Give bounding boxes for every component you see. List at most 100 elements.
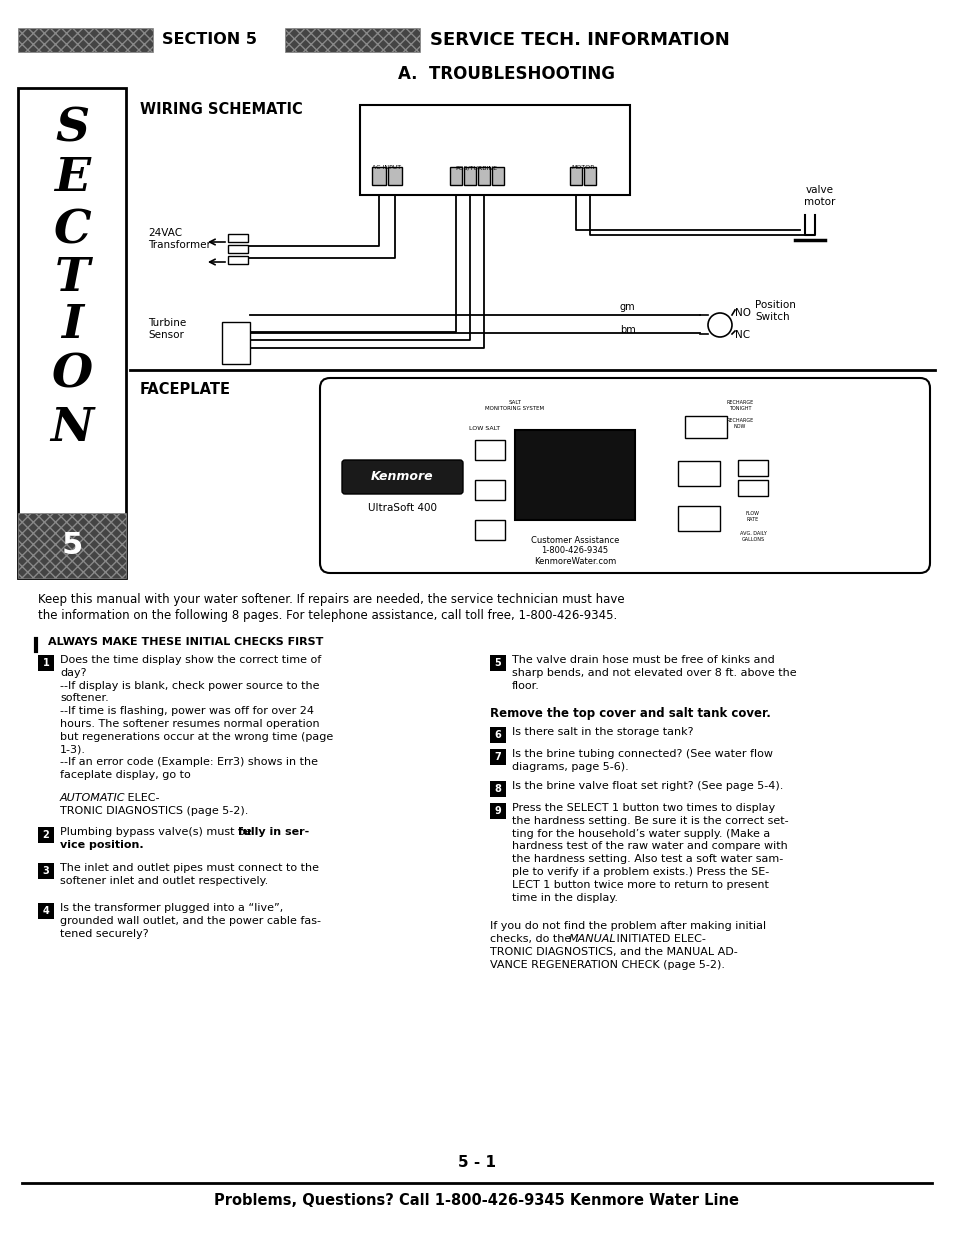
Text: Is there salt in the storage tank?: Is there salt in the storage tank? xyxy=(512,727,693,737)
Text: SERVICE TECH. INFORMATION: SERVICE TECH. INFORMATION xyxy=(430,31,729,49)
Text: Remove the top cover and salt tank cover.: Remove the top cover and salt tank cover… xyxy=(490,706,770,720)
Text: Keep this manual with your water softener. If repairs are needed, the service te: Keep this manual with your water softene… xyxy=(38,593,624,606)
Text: ALWAYS MAKE THESE INITIAL CHECKS FIRST: ALWAYS MAKE THESE INITIAL CHECKS FIRST xyxy=(48,637,323,647)
Bar xyxy=(388,167,401,185)
Text: A.  TROUBLESHOOTING: A. TROUBLESHOOTING xyxy=(398,65,615,83)
Text: E: E xyxy=(54,156,90,201)
Text: SELECT
2: SELECT 2 xyxy=(688,511,708,522)
Text: TANK
LIGHT: TANK LIGHT xyxy=(482,524,497,535)
Text: BACK OF TIMER
(PWA): BACK OF TIMER (PWA) xyxy=(446,125,543,146)
Bar xyxy=(38,903,54,919)
Bar xyxy=(475,440,504,459)
Text: S: S xyxy=(55,105,89,151)
Text: SECTION 5: SECTION 5 xyxy=(162,32,256,47)
Text: ∨: ∨ xyxy=(749,483,756,493)
Text: AUTOMATIC: AUTOMATIC xyxy=(60,793,126,803)
Bar xyxy=(463,167,476,185)
Text: O: O xyxy=(51,352,92,398)
Text: UltraSoft 400: UltraSoft 400 xyxy=(368,503,436,513)
Bar xyxy=(490,655,505,671)
Text: POS/TURBINE: POS/TURBINE xyxy=(455,165,497,170)
FancyBboxPatch shape xyxy=(341,459,462,494)
Bar xyxy=(372,167,386,185)
Bar xyxy=(684,416,726,438)
Text: 3: 3 xyxy=(43,866,50,876)
Bar xyxy=(38,655,54,671)
Text: ELEC-: ELEC- xyxy=(124,793,159,803)
Text: WIRING SCHEMATIC: WIRING SCHEMATIC xyxy=(140,103,302,117)
Text: MANUAL: MANUAL xyxy=(568,934,616,944)
Text: TRONIC DIAGNOSTICS, and the MANUAL AD-: TRONIC DIAGNOSTICS, and the MANUAL AD- xyxy=(490,947,737,957)
Text: fully in ser-: fully in ser- xyxy=(237,827,309,837)
Text: 7: 7 xyxy=(494,752,501,762)
Text: 8: 8 xyxy=(494,784,501,794)
Bar xyxy=(490,803,505,819)
Bar xyxy=(490,727,505,743)
Bar xyxy=(492,167,503,185)
Text: Does the time display show the correct time of
day?
--If display is blank, check: Does the time display show the correct t… xyxy=(60,655,333,781)
Bar xyxy=(583,167,596,185)
Text: 5: 5 xyxy=(61,531,83,559)
Bar xyxy=(475,480,504,500)
Text: Is the transformer plugged into a “live”,
grounded wall outlet, and the power ca: Is the transformer plugged into a “live”… xyxy=(60,903,320,939)
Text: Turbine
Sensor: Turbine Sensor xyxy=(148,317,186,340)
Text: NC: NC xyxy=(734,330,749,340)
Text: FACEPLATE: FACEPLATE xyxy=(140,382,231,396)
Text: If you do not find the problem after making initial
checks, do the: If you do not find the problem after mak… xyxy=(490,921,765,944)
Text: 1: 1 xyxy=(43,658,50,668)
Text: Is the brine valve float set right? (See page 5-4).: Is the brine valve float set right? (See… xyxy=(512,781,782,790)
Text: AVG. DAILY
GALLONS: AVG. DAILY GALLONS xyxy=(739,531,765,542)
Text: RECHARGE
NOW: RECHARGE NOW xyxy=(725,417,753,429)
Text: SALT
LEVEL
ADJUST: SALT LEVEL ADJUST xyxy=(480,441,498,457)
Bar xyxy=(738,459,767,475)
Text: valve
motor: valve motor xyxy=(803,185,835,206)
Text: AC INPUT: AC INPUT xyxy=(372,165,401,170)
Text: The inlet and outlet pipes must connect to the
softener inlet and outlet respect: The inlet and outlet pipes must connect … xyxy=(60,863,318,885)
Bar xyxy=(477,167,490,185)
Bar xyxy=(569,167,581,185)
Text: 24VAC
Transformer: 24VAC Transformer xyxy=(148,228,211,249)
Bar xyxy=(678,461,720,487)
Bar xyxy=(38,827,54,844)
Text: Customer Assistance
1-800-426-9345
KenmoreWater.com: Customer Assistance 1-800-426-9345 Kenmo… xyxy=(530,536,618,566)
Bar xyxy=(228,256,248,264)
Text: FLOW
RATE: FLOW RATE xyxy=(745,511,760,522)
Text: I: I xyxy=(61,303,83,348)
Bar xyxy=(228,233,248,242)
Text: C: C xyxy=(53,207,91,253)
Text: N: N xyxy=(51,405,93,451)
Text: RECHARGE
TONIGHT: RECHARGE TONIGHT xyxy=(725,400,753,411)
Text: 4: 4 xyxy=(43,906,50,916)
Text: NO: NO xyxy=(734,308,750,317)
Bar xyxy=(38,863,54,879)
Text: ON/OFF
HOLD: ON/OFF HOLD xyxy=(696,420,715,431)
Text: 5 - 1: 5 - 1 xyxy=(457,1155,496,1170)
Text: Problems, Questions? Call 1-800-426-9345 Kenmore Water Line: Problems, Questions? Call 1-800-426-9345… xyxy=(214,1193,739,1208)
Text: 2: 2 xyxy=(43,830,50,840)
Text: INITIATED ELEC-: INITIATED ELEC- xyxy=(613,934,705,944)
Text: ∧: ∧ xyxy=(749,463,756,473)
Text: gm: gm xyxy=(619,303,635,312)
FancyBboxPatch shape xyxy=(319,378,929,573)
Bar xyxy=(18,513,126,578)
Bar xyxy=(515,430,635,520)
Text: Is the brine tubing connected? (See water flow
diagrams, page 5-6).: Is the brine tubing connected? (See wate… xyxy=(512,748,772,772)
Text: OUT
GND
+5: OUT GND +5 xyxy=(224,326,243,357)
Bar xyxy=(738,480,767,496)
Text: the information on the following 8 pages. For telephone assistance, call toll fr: the information on the following 8 pages… xyxy=(38,609,617,622)
Bar xyxy=(228,245,248,253)
Bar xyxy=(18,88,126,578)
Text: TRONIC DIAGNOSTICS (page 5-2).: TRONIC DIAGNOSTICS (page 5-2). xyxy=(60,806,248,816)
Text: 5: 5 xyxy=(494,658,501,668)
Text: The valve drain hose must be free of kinks and
sharp bends, and not elevated ove: The valve drain hose must be free of kin… xyxy=(512,655,796,690)
Bar xyxy=(678,506,720,531)
Text: Press the SELECT 1 button two times to display
the hardness setting. Be sure it : Press the SELECT 1 button two times to d… xyxy=(512,803,788,903)
Text: SALT
MONITORING SYSTEM: SALT MONITORING SYSTEM xyxy=(485,400,544,411)
Bar xyxy=(359,105,629,195)
Text: LOW SALT: LOW SALT xyxy=(469,426,500,431)
Text: bm: bm xyxy=(619,325,635,335)
Bar xyxy=(490,781,505,797)
Bar xyxy=(475,520,504,540)
Text: vice position.: vice position. xyxy=(60,840,144,850)
Text: SELECT
1: SELECT 1 xyxy=(688,467,708,478)
